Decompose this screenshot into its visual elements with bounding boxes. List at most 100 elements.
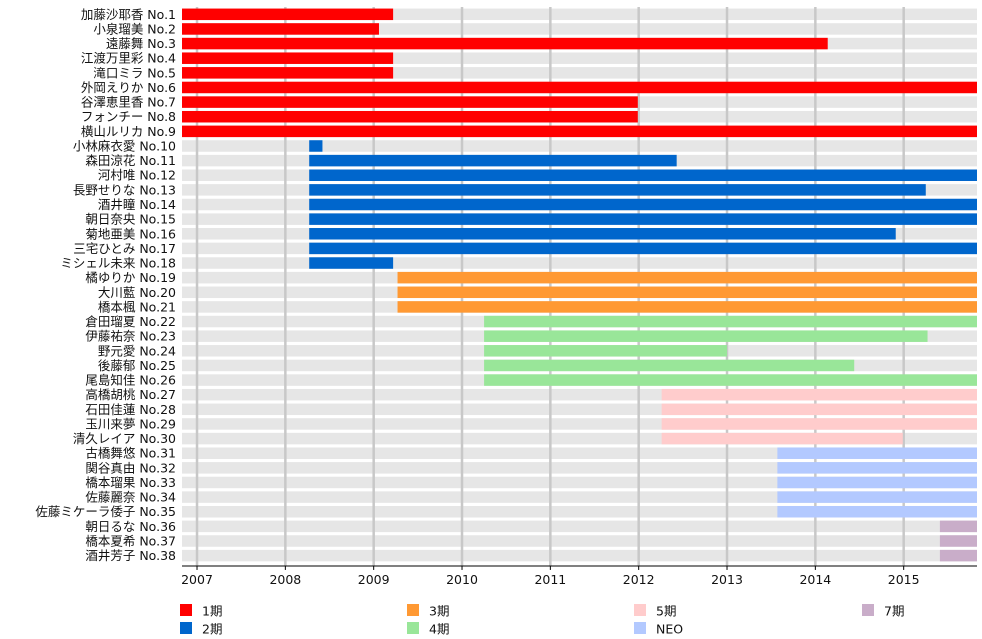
membership-bar	[397, 301, 977, 313]
x-tick-label: 2008	[269, 572, 301, 587]
membership-bar	[182, 37, 828, 50]
member-label: 河村唯 No.12	[98, 168, 176, 183]
x-tick-label: 2013	[711, 572, 743, 587]
row-background	[182, 447, 977, 459]
membership-bar	[182, 8, 394, 21]
member-label: 外岡えりか No.6	[81, 80, 176, 95]
row-background	[182, 403, 977, 416]
membership-bar	[397, 286, 977, 299]
membership-bar	[309, 242, 977, 255]
x-tick-label: 2007	[181, 572, 213, 587]
row-background	[182, 432, 977, 445]
member-label: 石田佳蓮 No.28	[85, 402, 176, 417]
membership-bar	[182, 110, 638, 123]
legend-swatch	[180, 622, 192, 634]
row-background	[182, 140, 977, 152]
x-axis: 2007 2008 2009 2010 2011 2012 2013 2014 2015	[181, 565, 977, 587]
member-label: 小泉瑠美 No.2	[93, 21, 176, 36]
legend-label: 2期	[202, 622, 222, 637]
membership-bar	[309, 169, 977, 181]
membership-bar	[397, 271, 977, 284]
row-background	[182, 8, 977, 21]
member-label: 野元愛 No.24	[98, 343, 176, 358]
member-label: 遠藤舞 No.3	[106, 36, 176, 51]
member-label: 滝口ミラ No.5	[93, 65, 176, 80]
legend-label: 7期	[884, 604, 904, 619]
membership-bar	[777, 447, 977, 459]
membership-bar	[484, 374, 977, 386]
membership-bar	[661, 403, 977, 416]
row-background	[182, 23, 977, 35]
member-label: 古橋舞悠 No.31	[85, 446, 176, 461]
legend-label: 1期	[202, 604, 222, 619]
member-label: 橋本夏希 No.37	[85, 533, 176, 548]
legend-swatch	[634, 604, 646, 616]
member-label: 後藤郁 No.25	[98, 358, 176, 373]
member-label: 森田涼花 No.11	[85, 153, 176, 168]
member-label: 小林麻衣愛 No.10	[73, 138, 176, 153]
membership-bar	[309, 184, 926, 196]
member-label: フォンチー No.8	[81, 109, 176, 124]
membership-bar	[777, 505, 977, 518]
membership-bar	[777, 491, 977, 503]
row-background	[182, 257, 977, 269]
membership-bar	[484, 330, 928, 342]
membership-bar	[661, 418, 977, 430]
member-label: 橋本楓 No.21	[98, 299, 176, 314]
legend: 1期 2期 3期 4期 5期 NEO 7期	[180, 604, 904, 637]
member-label: 酒井瞳 No.14	[98, 197, 176, 212]
membership-bar	[939, 520, 977, 533]
member-label: 朝日奈央 No.15	[85, 212, 176, 227]
member-label: 倉田瑠夏 No.22	[85, 314, 176, 329]
member-label: 三宅ひとみ No.17	[73, 241, 176, 256]
membership-bar	[661, 432, 903, 445]
membership-bar	[484, 315, 977, 328]
legend-label: NEO	[656, 622, 683, 637]
member-label: 加藤沙耶香 No.1	[81, 7, 176, 22]
member-label: 佐藤ミケーラ倭子 No.35	[35, 504, 176, 519]
member-label: 酒井芳子 No.38	[85, 548, 176, 563]
membership-bar	[182, 96, 638, 108]
legend-label: 4期	[429, 622, 449, 637]
membership-bar	[182, 125, 977, 138]
member-label: 伊藤祐奈 No.23	[85, 329, 176, 344]
membership-bar	[484, 345, 728, 357]
membership-bar	[777, 476, 977, 489]
membership-bar	[182, 23, 379, 35]
row-background	[182, 549, 977, 562]
row-background	[182, 491, 977, 503]
x-tick-label: 2014	[799, 572, 831, 587]
legend-label: 5期	[656, 604, 676, 619]
row-background	[182, 505, 977, 518]
legend-swatch	[634, 622, 646, 634]
row-background	[182, 52, 977, 64]
member-label: 高橋胡桃 No.27	[85, 387, 176, 402]
membership-bar	[309, 213, 977, 225]
row-background	[182, 462, 977, 474]
member-label: 尾島知佳 No.26	[85, 373, 176, 388]
x-tick-label: 2015	[888, 572, 920, 587]
member-label: 横山ルリカ No.9	[81, 124, 176, 139]
membership-bar	[309, 198, 977, 211]
member-label: 佐藤麗奈 No.34	[85, 490, 176, 505]
row-background	[182, 520, 977, 533]
membership-bar	[309, 154, 677, 167]
row-background	[182, 476, 977, 489]
member-label: 江渡万里彩 No.4	[81, 51, 176, 66]
membership-bar	[939, 549, 977, 562]
membership-bar	[309, 228, 896, 240]
membership-bars	[182, 8, 977, 562]
row-background	[182, 535, 977, 547]
membership-bar	[182, 81, 977, 94]
membership-bar	[182, 52, 394, 64]
x-tick-label: 2010	[446, 572, 478, 587]
x-tick-label: 2011	[534, 572, 566, 587]
membership-bar	[661, 388, 977, 401]
member-label: 橋本瑠果 No.33	[85, 475, 176, 490]
member-label: 長野せりな No.13	[73, 182, 176, 197]
membership-bar	[309, 257, 394, 269]
x-tick-label: 2012	[623, 572, 655, 587]
membership-bar	[182, 67, 394, 79]
